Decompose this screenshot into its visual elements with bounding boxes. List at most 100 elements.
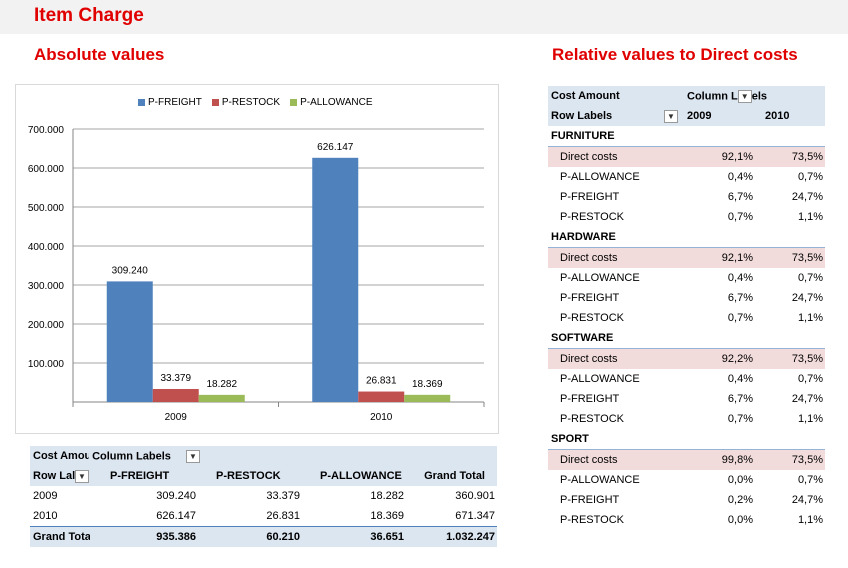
value-2010: 1,1% — [797, 211, 824, 223]
column-labels-tail: els — [751, 89, 768, 102]
table-cell: 36.651 — [300, 526, 404, 547]
legend-swatch-freight — [138, 99, 145, 106]
pivot-columns-row: Row Labels ▼ 2009 2010 — [548, 106, 826, 126]
value-2009: 0,4% — [727, 272, 753, 284]
category-label: HARDWARE — [548, 227, 684, 248]
data-label: 18.282 — [206, 379, 237, 390]
value-2010: 1,1% — [797, 514, 824, 526]
y-tick-label: 100.000 — [28, 359, 65, 370]
value-2010: 24,7% — [791, 494, 824, 506]
column-labels-header: Column Labels — [92, 449, 171, 462]
col-header-restock: P-RESTOCK — [196, 466, 300, 486]
table-row: Direct costs 92,1% 73,5% — [548, 247, 826, 268]
value-2009: 6,7% — [727, 191, 753, 203]
table-row: P-FREIGHT 0,2% 24,7% — [548, 490, 825, 510]
row-label: Direct costs — [548, 146, 684, 167]
y-tick-label: 600.000 — [28, 164, 65, 175]
table-cell: 935.386 — [90, 526, 196, 547]
column-filter-icon[interactable]: ▼ — [185, 449, 200, 463]
row-labels-label: Row Lal — [33, 470, 75, 482]
absolute-values-heading: Absolute values — [34, 45, 165, 64]
pivot-header-row: Cost Amour Column Labels ▼ — [30, 446, 497, 466]
value-2010: 0,7% — [797, 373, 824, 385]
row-label: P-ALLOWANCE — [560, 474, 640, 486]
table-row: P-RESTOCK 0,7% 1,1% — [548, 409, 825, 429]
y-tick-label: 700.000 — [28, 125, 65, 136]
value-2009: 0,0% — [727, 474, 753, 486]
category-row[interactable]: SPORT — [548, 429, 826, 450]
row-label: P-FREIGHT — [560, 494, 620, 506]
table-cell: 309.240 — [156, 490, 196, 502]
value-2010: 73,5% — [756, 247, 826, 268]
row-label: P-ALLOWANCE — [560, 272, 640, 284]
table-row: P-RESTOCK 0,7% 1,1% — [548, 207, 825, 227]
column-filter-icon[interactable]: ▼ — [737, 89, 752, 103]
category-label: FURNITURE — [548, 126, 684, 147]
category-label: SOFTWARE — [548, 328, 684, 349]
row-label: P-FREIGHT — [560, 393, 620, 405]
row-label: P-FREIGHT — [560, 292, 620, 304]
value-2009: 0,2% — [727, 494, 753, 506]
table-cell: 18.282 — [370, 490, 404, 502]
table-row: P-FREIGHT 6,7% 24,7% — [548, 389, 825, 409]
title-bar — [0, 0, 848, 34]
value-2010: 73,5% — [756, 348, 826, 369]
table-cell: 26.831 — [266, 510, 300, 522]
value-2009: 0,7% — [727, 211, 753, 223]
page-title: Item Charge — [34, 5, 144, 26]
row-label: Direct costs — [548, 449, 684, 470]
table-row: P-ALLOWANCE 0,0% 0,7% — [548, 470, 825, 490]
category-row[interactable]: FURNITURE — [548, 126, 826, 147]
value-2010: 73,5% — [756, 449, 826, 470]
column-labels-text: Column L — [687, 89, 738, 102]
table-row: P-RESTOCK 0,7% 1,1% — [548, 308, 825, 328]
row-filter-icon[interactable]: ▼ — [75, 469, 89, 483]
value-2010: 73,5% — [756, 146, 826, 167]
row-label: 2009 — [33, 490, 58, 502]
row-labels-label: Row Labels — [551, 110, 613, 122]
row-label: P-RESTOCK — [560, 514, 624, 526]
bar-p-restock — [358, 391, 405, 402]
value-2009: 92,1% — [684, 247, 756, 268]
value-2009: 0,7% — [727, 312, 753, 324]
row-label: Direct costs — [548, 348, 684, 369]
table-cell: 18.369 — [370, 510, 404, 522]
bar-p-allowance — [198, 394, 245, 402]
value-2009: 92,1% — [684, 146, 756, 167]
bar-p-freight — [106, 281, 153, 402]
x-tick-label: 2009 — [165, 412, 188, 423]
category-row[interactable]: HARDWARE — [548, 227, 826, 248]
row-label: P-ALLOWANCE — [560, 373, 640, 385]
bar-p-allowance — [404, 394, 451, 402]
legend-label-allowance: P-ALLOWANCE — [300, 97, 373, 108]
table-row: P-ALLOWANCE 0,4% 0,7% — [548, 268, 825, 288]
bar-p-freight — [312, 157, 359, 402]
row-label: P-ALLOWANCE — [560, 171, 640, 183]
col-header-grand-total: Grand Total — [404, 466, 497, 486]
value-2010: 1,1% — [797, 413, 824, 425]
category-row[interactable]: SOFTWARE — [548, 328, 826, 349]
absolute-pivot-table[interactable]: Cost Amour Column Labels ▼ Row Lal▼ P-FR… — [30, 446, 497, 547]
col-header-2010: 2010 — [756, 106, 826, 126]
column-labels-header: Column L ▼ els — [684, 86, 826, 106]
chart-legend: P-FREIGHT P-RESTOCK P-ALLOWANCE — [138, 97, 372, 108]
y-tick-label: 300.000 — [28, 281, 65, 292]
grand-total-row: Grand Tota 935.386 60.210 36.651 1.032.2… — [30, 526, 497, 547]
value-2009: 0,4% — [727, 373, 753, 385]
bar-chart[interactable]: P-FREIGHT P-RESTOCK P-ALLOWANCE 700.000 6… — [15, 84, 499, 434]
data-label: 309.240 — [112, 265, 149, 276]
table-cell: 60.210 — [196, 526, 300, 547]
chart-plot: 700.000 600.000 500.000 400.000 300.000 200.0… — [28, 125, 485, 423]
legend-item-restock: P-RESTOCK — [211, 97, 280, 108]
row-filter-icon[interactable]: ▼ — [664, 110, 678, 123]
row-label: P-RESTOCK — [560, 211, 624, 223]
value-2010: 24,7% — [791, 393, 824, 405]
y-tick-label: 400.000 — [28, 242, 65, 253]
data-label: 626.147 — [317, 142, 354, 153]
y-tick-label: 500.000 — [28, 203, 65, 214]
cost-amount-label: Cost Amount — [548, 86, 684, 106]
pivot-header-row: Cost Amount Column L ▼ els — [548, 86, 826, 106]
relative-pivot-table[interactable]: Cost Amount Column L ▼ els Row Labels ▼ 20… — [548, 86, 826, 530]
table-row: Direct costs 99,8% 73,5% — [548, 449, 826, 470]
value-2009: 0,0% — [727, 514, 753, 526]
